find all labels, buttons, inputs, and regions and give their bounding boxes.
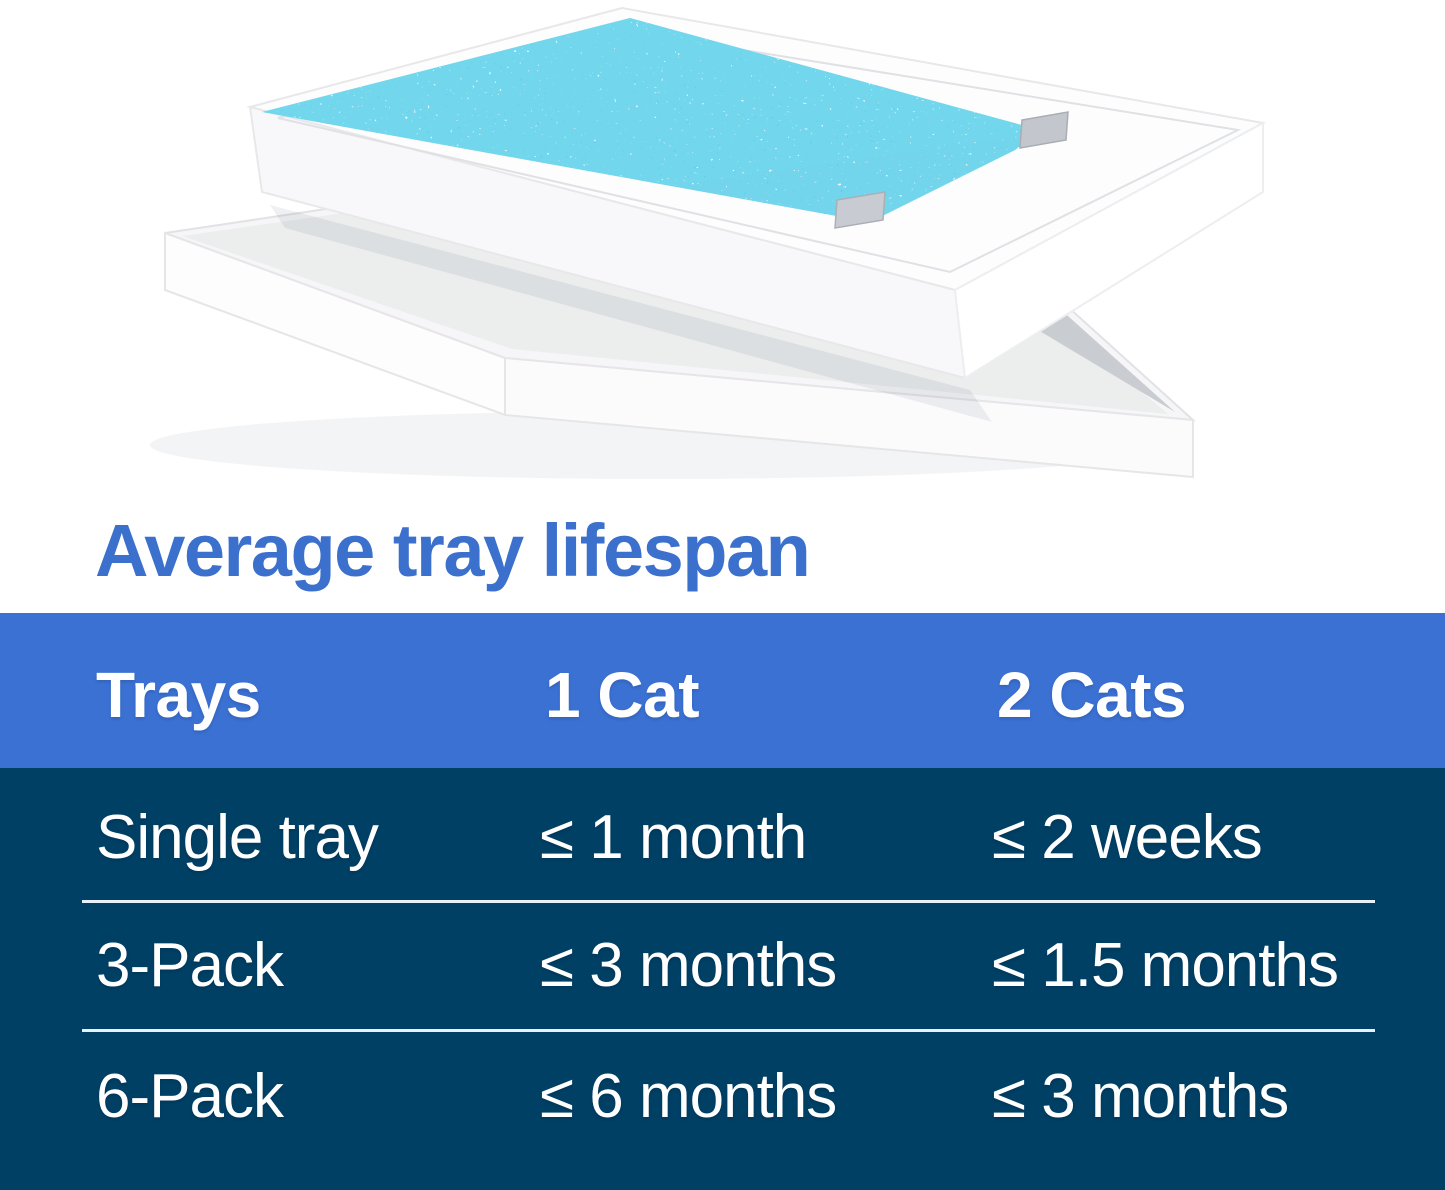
table-row-single-tray: Single tray ≤ 1 month ≤ 2 weeks: [82, 768, 1375, 900]
column-header-trays: Trays: [96, 658, 261, 731]
hero-section: Average tray lifespan: [95, 6, 1266, 592]
table-cell-2-cats: ≤ 2 weeks: [992, 803, 1263, 872]
table-cell-1-cat: ≤ 1 month: [540, 803, 807, 872]
table-cell-tray-type: 3-Pack: [96, 931, 284, 1000]
tray-tab-right: [1019, 111, 1069, 149]
tray-tab-front: [834, 191, 886, 229]
table-cell-tray-type: 6-Pack: [96, 1062, 284, 1131]
table-row-3-pack: 3-Pack ≤ 3 months ≤ 1.5 months: [82, 903, 1375, 1029]
row-divider: [82, 1029, 1375, 1032]
page-title: Average tray lifespan: [95, 509, 811, 592]
table-cell-1-cat: ≤ 3 months: [540, 931, 837, 1000]
table-header-row: Trays 1 Cat 2 Cats: [0, 613, 1445, 768]
blue-crystal-litter: [262, 18, 1040, 222]
table-cell-2-cats: ≤ 3 months: [992, 1062, 1289, 1131]
table-body: Single tray ≤ 1 month ≤ 2 weeks 3-Pack ≤…: [0, 768, 1445, 1190]
column-header-2-cats: 2 Cats: [997, 658, 1187, 731]
column-header-1-cat: 1 Cat: [545, 658, 700, 731]
row-divider: [82, 900, 1375, 903]
table-row-6-pack: 6-Pack ≤ 6 months ≤ 3 months: [82, 1032, 1375, 1190]
table-cell-2-cats: ≤ 1.5 months: [992, 931, 1339, 1000]
cast-shadow: [270, 205, 992, 422]
product-photo-litter-trays: [150, 6, 1266, 479]
table-cell-1-cat: ≤ 6 months: [540, 1062, 837, 1131]
top-litter-tray: [246, 6, 1266, 380]
table-cell-tray-type: Single tray: [96, 803, 379, 872]
